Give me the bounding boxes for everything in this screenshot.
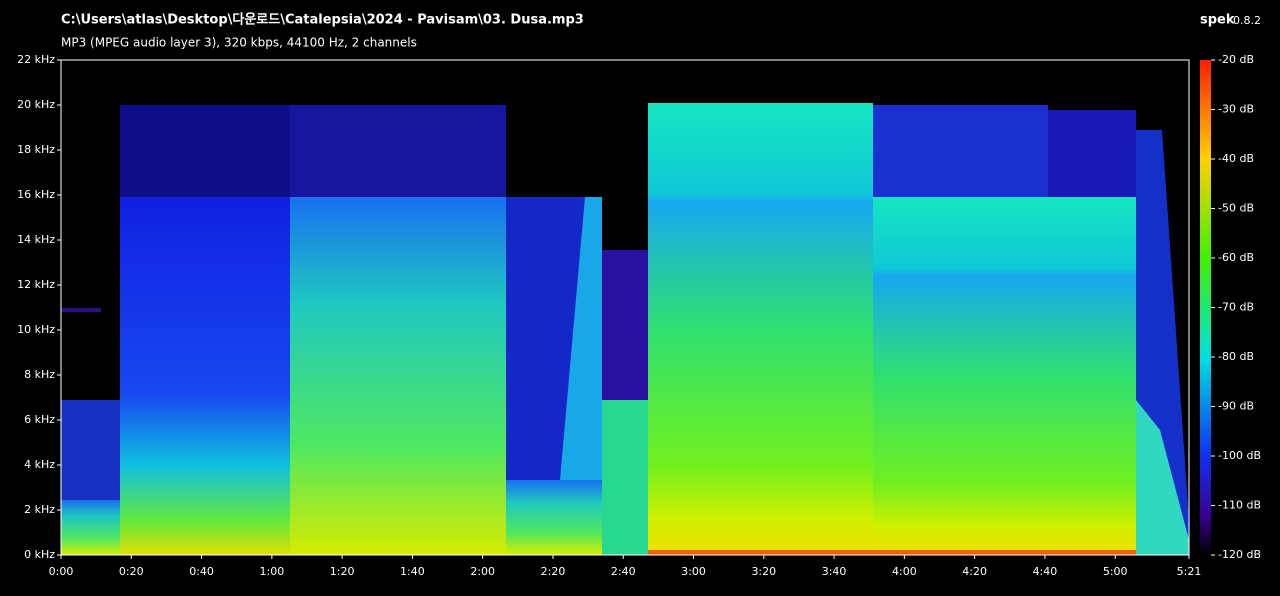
x-tick-label: 4:40	[1033, 565, 1058, 578]
x-tick-label: 1:00	[259, 565, 284, 578]
y-tick-label: 0 kHz	[24, 548, 55, 561]
x-tick-label: 5:00	[1103, 565, 1128, 578]
x-tick-label: 3:40	[822, 565, 847, 578]
x-tick-label: 4:20	[962, 565, 987, 578]
color-scale-label: -30 dB	[1218, 103, 1254, 116]
x-tick-label: 2:40	[611, 565, 636, 578]
x-tick-label: 1:20	[330, 565, 355, 578]
y-tick-label: 4 kHz	[24, 458, 55, 471]
y-tick-label: 6 kHz	[24, 413, 55, 426]
y-tick-label: 22 kHz	[17, 53, 55, 66]
color-scale-label: -50 dB	[1218, 202, 1254, 215]
region	[61, 500, 120, 555]
x-tick-label: 1:40	[400, 565, 425, 578]
color-scale-label: -110 dB	[1218, 499, 1261, 512]
x-tick-label: 0:00	[49, 565, 74, 578]
x-tick-label: 3:00	[681, 565, 706, 578]
x-tick-label: 0:20	[119, 565, 144, 578]
region	[873, 197, 1048, 555]
region	[290, 197, 506, 555]
color-scale-label: -70 dB	[1218, 301, 1254, 314]
region	[648, 103, 873, 555]
region	[290, 105, 506, 197]
region	[602, 250, 648, 400]
x-tick-label: 2:00	[470, 565, 495, 578]
color-scale-label: -100 dB	[1218, 449, 1261, 462]
app-version: 0.8.2	[1233, 14, 1261, 27]
spectrogram-image	[61, 103, 1189, 555]
region	[648, 550, 1136, 555]
region	[1048, 197, 1136, 555]
region	[120, 105, 290, 197]
y-tick-label: 8 kHz	[24, 368, 55, 381]
y-tick-label: 18 kHz	[17, 143, 55, 156]
file-path: C:\Users\atlas\Desktop\다운로드\Catalepsia\2…	[61, 12, 584, 28]
app-name: spek	[1200, 13, 1235, 28]
region	[873, 105, 1048, 197]
x-tick-label: 4:00	[892, 565, 917, 578]
color-scale-label: -20 dB	[1218, 53, 1254, 66]
file-info: MP3 (MPEG audio layer 3), 320 kbps, 4410…	[61, 36, 417, 50]
region	[61, 308, 101, 312]
region	[1136, 400, 1189, 555]
color-scale	[1200, 60, 1211, 555]
color-scale-label: -90 dB	[1218, 400, 1254, 413]
color-scale-label: -40 dB	[1218, 152, 1254, 165]
region	[506, 480, 602, 555]
region	[120, 197, 290, 555]
y-tick-label: 12 kHz	[17, 278, 55, 291]
y-tick-label: 16 kHz	[17, 188, 55, 201]
x-tick-label: 5:21	[1177, 565, 1202, 578]
y-tick-label: 2 kHz	[24, 503, 55, 516]
region	[1048, 110, 1136, 197]
region	[560, 197, 602, 480]
x-tick-label: 3:20	[751, 565, 776, 578]
y-tick-label: 20 kHz	[17, 98, 55, 111]
region	[602, 400, 648, 555]
color-scale-label: -120 dB	[1218, 548, 1261, 561]
y-tick-label: 14 kHz	[17, 233, 55, 246]
x-tick-label: 0:40	[189, 565, 214, 578]
y-tick-label: 10 kHz	[17, 323, 55, 336]
x-tick-label: 2:20	[541, 565, 566, 578]
color-scale-label: -60 dB	[1218, 251, 1254, 264]
color-scale-label: -80 dB	[1218, 350, 1254, 363]
plot-frame	[60, 59, 1190, 556]
